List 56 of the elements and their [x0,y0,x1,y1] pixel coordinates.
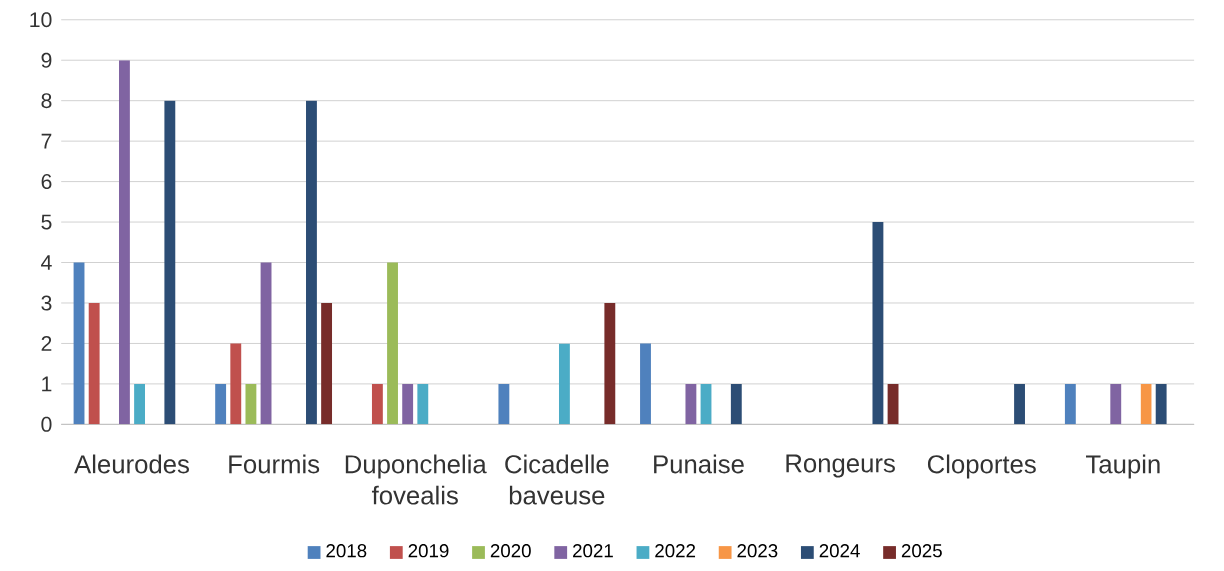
y-tick-label: 6 [41,174,52,190]
bar [872,222,884,425]
bar [700,383,712,425]
legend-label: 2024 [819,544,860,558]
bar [887,383,899,425]
bar [1064,383,1076,425]
bar [730,383,742,425]
x-tick-label: Taupin [1086,454,1160,479]
legend-label: 2022 [655,544,696,558]
y-tick-label: 7 [41,133,52,149]
bar [230,343,242,425]
legend-label: 2023 [737,544,778,558]
bar [498,383,510,425]
bar [417,383,429,425]
legend-label: 2018 [326,544,367,558]
bar [245,383,257,425]
legend-label: 2019 [408,544,449,558]
legend-label: 2025 [901,544,942,558]
x-tick-label: Rongeurs [786,454,895,478]
bar [306,100,317,425]
y-tick-label: 3 [41,295,52,311]
bar [88,303,100,425]
bar [604,303,616,425]
y-tick-label: 10 [30,12,52,28]
bar [640,343,651,425]
bar [1155,383,1167,425]
y-tick-label: 8 [41,93,52,109]
bar [134,383,146,425]
bar [260,262,272,425]
bar [387,262,398,425]
bar [558,343,570,425]
legend-label: 2020 [490,544,531,558]
x-tick-label: Punaise [654,454,744,474]
bar [1140,383,1152,425]
bar [164,100,176,425]
bar [321,303,333,425]
y-tick-label: 0 [41,416,52,432]
bar [73,262,85,425]
y-tick-label: 4 [41,255,52,270]
bar [402,383,414,425]
bar [215,383,227,425]
bar [371,383,383,425]
y-tick-label: 5 [41,214,52,230]
y-tick-label: 9 [41,52,52,68]
x-tick-label: Cloportes [927,454,1036,479]
x-tick-label: Fourmis [229,454,320,474]
bar [685,383,697,425]
bar [1014,383,1025,425]
y-tick-label: 1 [42,376,52,392]
bar [1110,383,1122,425]
x-tick-label: Aleurodes [74,454,189,474]
x-tick-label: Duponchelia fovealis [345,454,487,505]
legend-label: 2021 [573,544,613,558]
y-tick-label: 2 [41,336,52,351]
x-tick-label: Cicadelle baveuse [505,454,609,505]
bar [119,60,130,425]
